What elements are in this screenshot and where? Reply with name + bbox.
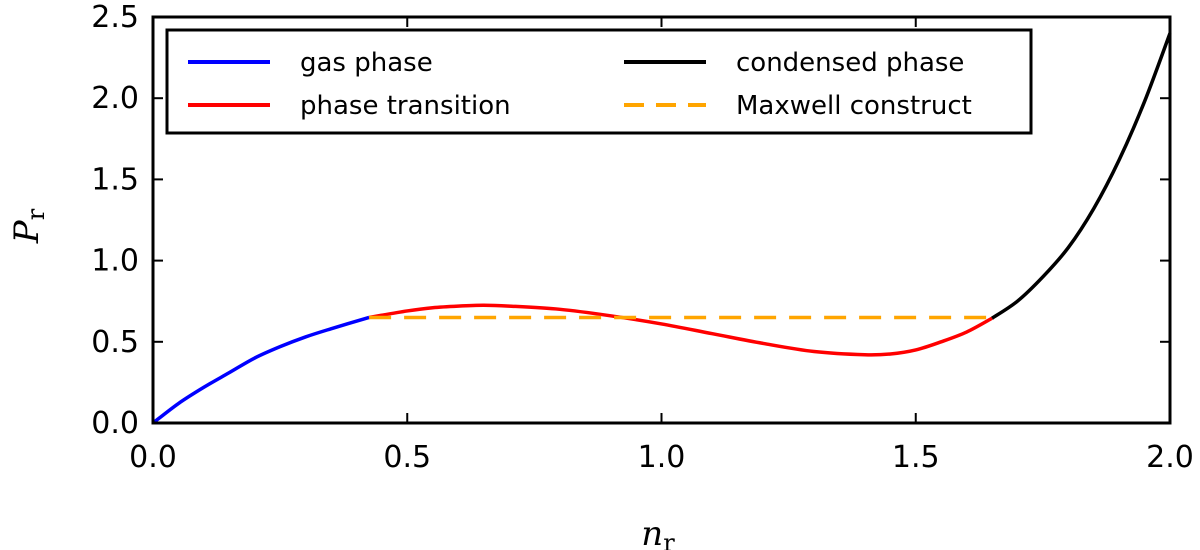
legend-label-gas-phase: gas phase bbox=[300, 48, 433, 78]
y-tick-label: 2.5 bbox=[91, 0, 139, 35]
legend-box bbox=[165, 28, 1033, 135]
series-line-gas-phase bbox=[151, 315, 370, 425]
y-tick-label: 0.0 bbox=[91, 406, 139, 441]
legend-label-phase-transition: phase transition bbox=[300, 91, 511, 121]
x-tick-label: 0.5 bbox=[383, 440, 431, 475]
y-tick-label: 1.0 bbox=[91, 244, 139, 279]
legend: gas phase condensed phase phase transition… bbox=[165, 28, 1033, 135]
legend-label-condensed-phase: condensed phase bbox=[736, 48, 964, 78]
x-tick-label: 2.0 bbox=[1146, 440, 1194, 475]
axes-layer: 0.0 0.5 1.0 1.5 2.0 0.0 0.5 1.0 1.5 2.0 2.5 bbox=[91, 0, 1194, 475]
x-tick-label: 1.0 bbox=[638, 440, 686, 475]
series-layer bbox=[151, 32, 1172, 425]
y-tick-label: 0.5 bbox=[91, 325, 139, 360]
y-tick-label: 1.5 bbox=[91, 162, 139, 197]
x-tick-label: 1.5 bbox=[892, 440, 940, 475]
legend-label-maxwell-construct: Maxwell construct bbox=[736, 91, 972, 121]
series-line-condensed-phase bbox=[991, 32, 1172, 320]
x-tick-label: 0.0 bbox=[129, 440, 177, 475]
y-axis-label: Pr bbox=[7, 208, 50, 244]
series-line-phase-transition bbox=[368, 303, 993, 357]
y-tick-label: 2.0 bbox=[91, 81, 139, 116]
x-axis-label: nr bbox=[641, 514, 675, 550]
